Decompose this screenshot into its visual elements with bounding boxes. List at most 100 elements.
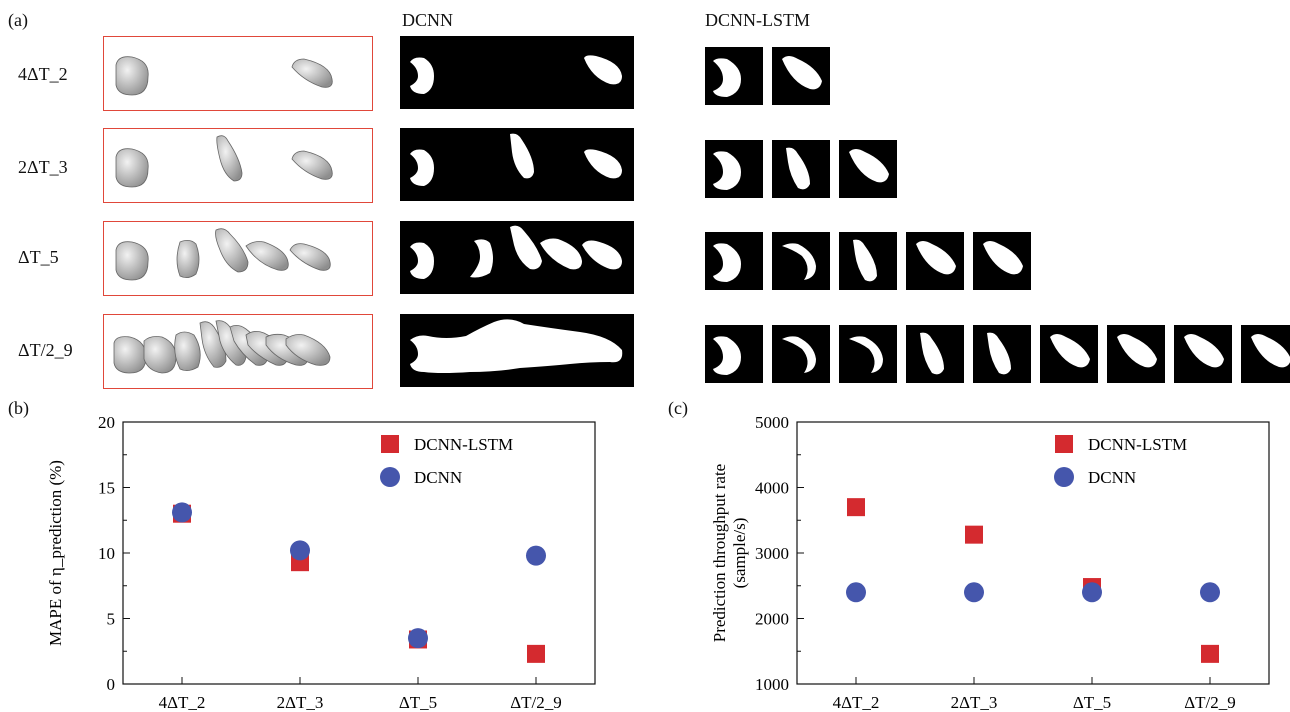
chart-b-ylabel: MAPE of η_prediction (%)	[46, 460, 65, 646]
chart-c-xtick-label: ΔT_5	[1073, 693, 1111, 712]
chart-b-point-dcnn	[290, 540, 310, 561]
dcnn-mask-graphic-3	[410, 225, 622, 279]
lstm-frame-droplet-icon	[1251, 334, 1290, 368]
droplet-render-row-1	[103, 36, 373, 111]
dcnn-mask-row-3	[400, 221, 634, 294]
lstm-frame-droplet-icon	[782, 336, 816, 373]
chart-c-point-dcnn-lstm	[847, 498, 865, 517]
lstm-frame-row-4-4	[906, 325, 964, 383]
lstm-frame-droplet-icon	[987, 332, 1011, 375]
row-label-1: 4ΔT_2	[18, 64, 68, 84]
lstm-frame-row-3-3	[839, 232, 897, 290]
lstm-frame-row-4-3	[839, 325, 897, 383]
chart-c-xtick-label: 4ΔT_2	[833, 693, 880, 712]
lstm-frame-row-4-7	[1107, 325, 1165, 383]
row-label-3: ΔT_5	[18, 247, 59, 267]
panel-a-letter: (a)	[8, 10, 28, 30]
lstm-frame-row-1-2	[772, 47, 830, 105]
chart-c-xtick-label: 2ΔT_3	[951, 693, 998, 712]
lstm-frame-row-2-3	[839, 140, 897, 198]
chart-c-ytick-label: 1000	[755, 675, 789, 694]
dcnn-mask-row-2	[400, 128, 634, 201]
chart-c-point-dcnn-lstm	[965, 525, 983, 544]
lstm-frame-droplet-icon	[849, 336, 883, 373]
lstm-frame-row-4-8	[1174, 325, 1232, 383]
droplet-render-graphic-3	[115, 228, 331, 281]
chart-b-legend-marker-dcnn	[380, 467, 400, 487]
lstm-frame-droplet-icon	[920, 332, 944, 375]
dcnn-mask-graphic-2	[410, 133, 622, 186]
lstm-frame-droplet-icon	[983, 241, 1023, 275]
chart-b-xtick-label: 4ΔT_2	[159, 693, 206, 712]
chart-c-point-dcnn	[964, 582, 984, 603]
droplet-render-row-3	[103, 221, 373, 296]
lstm-frame-row-3-1	[705, 232, 763, 290]
lstm-frame-droplet-icon	[782, 56, 822, 90]
chart-c-legend-marker-dcnn-lstm	[1055, 435, 1073, 453]
chart-c-legend-label: DCNN-LSTM	[1088, 435, 1187, 454]
droplet-render-graphic-2	[115, 135, 333, 188]
lstm-frame-droplet-icon	[713, 243, 741, 282]
lstm-frame-droplet-icon	[916, 241, 956, 275]
chart-b-point-dcnn	[526, 545, 546, 566]
chart-b-xtick-label: 2ΔT_3	[277, 693, 324, 712]
chart-c-point-dcnn	[1082, 582, 1102, 603]
row-label-2: 2ΔT_3	[18, 157, 68, 177]
lstm-frame-row-3-2	[772, 232, 830, 290]
droplet-render-graphic-1	[115, 56, 333, 96]
chart-c-ytick-label: 2000	[755, 610, 789, 629]
lstm-frame-droplet-icon	[849, 149, 889, 183]
lstm-frame-row-4-5	[973, 325, 1031, 383]
chart-c-legend-label: DCNN	[1088, 468, 1136, 487]
chart-c-plot-frame	[796, 421, 1270, 685]
lstm-frame-droplet-icon	[1117, 334, 1157, 368]
chart-c-point-dcnn-lstm	[1201, 644, 1219, 663]
lstm-frame-droplet-icon	[713, 336, 741, 375]
chart-c-ylabel: Prediction throughput rate	[710, 464, 729, 642]
lstm-frame-row-4-6	[1040, 325, 1098, 383]
lstm-frame-row-2-1	[705, 140, 763, 198]
chart-c-point-dcnn	[1200, 582, 1220, 603]
lstm-frame-droplet-icon	[853, 239, 877, 282]
chart-c-ytick-label: 4000	[755, 479, 789, 498]
chart-b-legend-marker-dcnn-lstm	[381, 435, 399, 453]
chart-b-point-dcnn-lstm	[527, 644, 545, 663]
lstm-frame-droplet-icon	[1050, 334, 1090, 368]
chart-c-xtick-label: ΔT/2_9	[1184, 693, 1236, 712]
dcnn-mask-graphic-4	[410, 319, 623, 373]
droplet-render-graphic-4	[113, 320, 331, 374]
chart-c-legend-marker-dcnn	[1054, 467, 1074, 487]
chart-c-ytick-label: 5000	[755, 413, 789, 432]
chart-b-ytick-label: 15	[98, 479, 115, 498]
lstm-frame-row-1-1	[705, 47, 763, 105]
chart-b-point-dcnn	[408, 628, 428, 649]
chart-c-point-dcnn	[846, 582, 866, 603]
chart-b-ytick-label: 5	[107, 610, 116, 629]
lstm-frame-row-2-2	[772, 140, 830, 198]
lstm-frame-droplet-icon	[713, 151, 741, 190]
droplet-render-row-2	[103, 128, 373, 203]
chart-b-ytick-label: 0	[107, 675, 116, 694]
dcnn-column-title: DCNN	[402, 10, 454, 30]
lstm-frame-droplet-icon	[786, 147, 810, 190]
lstm-frame-droplet-icon	[713, 58, 741, 97]
chart-b-point-dcnn	[172, 502, 192, 523]
chart-c-ylabel: (sample/s)	[730, 518, 749, 589]
panel-b-letter: (b)	[8, 398, 29, 418]
dcnn-mask-row-1	[400, 36, 634, 109]
chart-b-ytick-label: 10	[98, 544, 115, 563]
lstm-frame-droplet-icon	[782, 243, 816, 280]
lstm-frame-row-4-9	[1241, 325, 1290, 383]
chart-b-legend-label: DCNN	[414, 468, 462, 487]
droplet-render-row-4	[103, 314, 373, 389]
chart-b-xtick-label: ΔT_5	[399, 693, 437, 712]
chart-b-xtick-label: ΔT/2_9	[510, 693, 562, 712]
lstm-frame-row-4-1	[705, 325, 763, 383]
panel-c-letter: (c)	[668, 398, 688, 418]
lstm-column-title: DCNN-LSTM	[705, 10, 811, 30]
chart-b-ytick-label: 20	[98, 413, 115, 432]
chart-c-ytick-label: 3000	[755, 544, 789, 563]
chart-b-legend-label: DCNN-LSTM	[414, 435, 513, 454]
